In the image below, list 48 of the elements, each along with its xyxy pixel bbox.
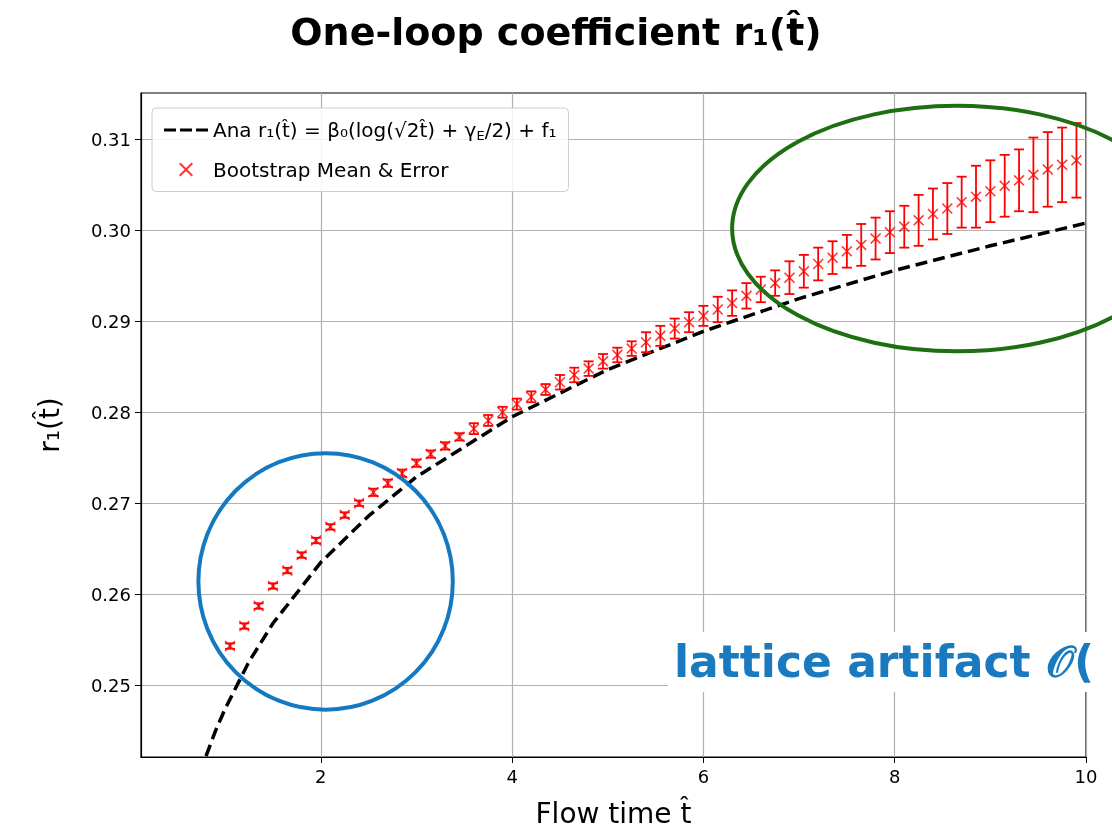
point — [683, 316, 695, 328]
point — [712, 303, 724, 315]
point — [1070, 154, 1082, 166]
point — [1056, 159, 1068, 171]
y-tick-label: 0.28 — [90, 401, 131, 423]
point — [999, 180, 1011, 192]
point — [769, 277, 781, 289]
x-tick-label: 2 — [315, 765, 327, 787]
point — [913, 214, 925, 226]
annotation: lattice artifact 𝒪( — [668, 632, 1101, 693]
y-tick-label: 0.26 — [90, 583, 131, 605]
point — [898, 221, 910, 233]
y-tick-label: 0.29 — [90, 310, 131, 332]
point — [827, 252, 839, 264]
x-tick-label: 10 — [1074, 765, 1098, 787]
point — [812, 258, 824, 270]
x-tick-label: 6 — [697, 765, 710, 787]
legend-label: Bootstrap Mean & Error — [213, 157, 450, 182]
y-tick-label: 0.30 — [90, 219, 131, 241]
x-axis-title: Flow time t̂ — [535, 796, 692, 830]
point — [1027, 169, 1039, 181]
point — [956, 196, 968, 208]
x-tick-label: 8 — [888, 765, 901, 787]
y-axis-title: r₁(t̂) — [32, 397, 66, 453]
point — [984, 185, 996, 197]
y-tick-label: 0.25 — [90, 674, 131, 696]
y-tick-label: 0.27 — [90, 492, 131, 514]
point — [726, 297, 738, 309]
point — [941, 203, 953, 215]
point — [783, 272, 795, 284]
chart-title: One-loop coefficient r₁(t̂) — [290, 10, 822, 54]
point — [870, 233, 882, 245]
point — [1013, 174, 1025, 186]
point — [640, 336, 652, 348]
legend-label: Ana r₁(t̂) = β₀(log(√2t̂) + γE/2) + f₁ — [213, 118, 557, 143]
point — [669, 323, 681, 335]
point — [970, 191, 982, 203]
point — [740, 290, 752, 302]
point — [927, 208, 939, 220]
x-tick-label: 4 — [506, 765, 518, 787]
point — [884, 226, 896, 238]
point — [841, 245, 853, 257]
y-tick-label: 0.31 — [90, 128, 131, 150]
point — [1042, 163, 1054, 175]
point — [654, 330, 666, 342]
point — [798, 265, 810, 277]
point — [855, 239, 867, 251]
point — [697, 310, 709, 322]
